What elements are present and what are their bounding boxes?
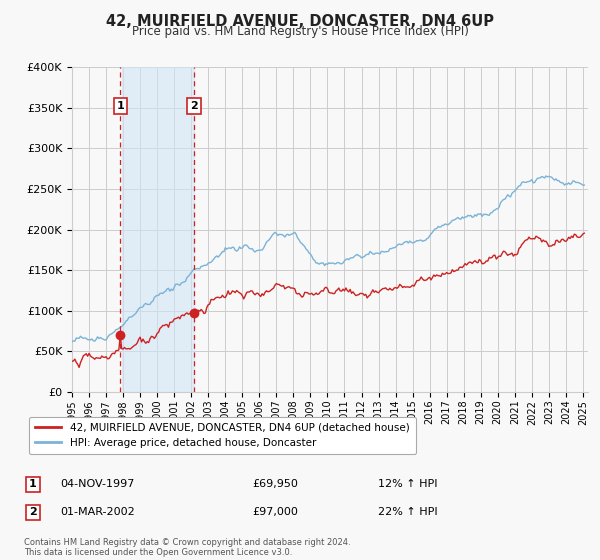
- Text: 2: 2: [29, 507, 37, 517]
- Text: 1: 1: [116, 101, 124, 111]
- Legend: 42, MUIRFIELD AVENUE, DONCASTER, DN4 6UP (detached house), HPI: Average price, d: 42, MUIRFIELD AVENUE, DONCASTER, DN4 6UP…: [29, 417, 416, 454]
- Point: [190, 309, 199, 318]
- Text: £69,950: £69,950: [252, 479, 298, 489]
- Text: 12% ↑ HPI: 12% ↑ HPI: [378, 479, 437, 489]
- Text: 01-MAR-2002: 01-MAR-2002: [60, 507, 135, 517]
- Text: 2: 2: [190, 101, 198, 111]
- Text: Contains HM Land Registry data © Crown copyright and database right 2024.
This d: Contains HM Land Registry data © Crown c…: [24, 538, 350, 557]
- Text: 1: 1: [29, 479, 37, 489]
- Text: 42, MUIRFIELD AVENUE, DONCASTER, DN4 6UP: 42, MUIRFIELD AVENUE, DONCASTER, DN4 6UP: [106, 14, 494, 29]
- Text: 04-NOV-1997: 04-NOV-1997: [60, 479, 134, 489]
- Text: 22% ↑ HPI: 22% ↑ HPI: [378, 507, 437, 517]
- Point: [116, 331, 125, 340]
- Text: £97,000: £97,000: [252, 507, 298, 517]
- Text: Price paid vs. HM Land Registry's House Price Index (HPI): Price paid vs. HM Land Registry's House …: [131, 25, 469, 38]
